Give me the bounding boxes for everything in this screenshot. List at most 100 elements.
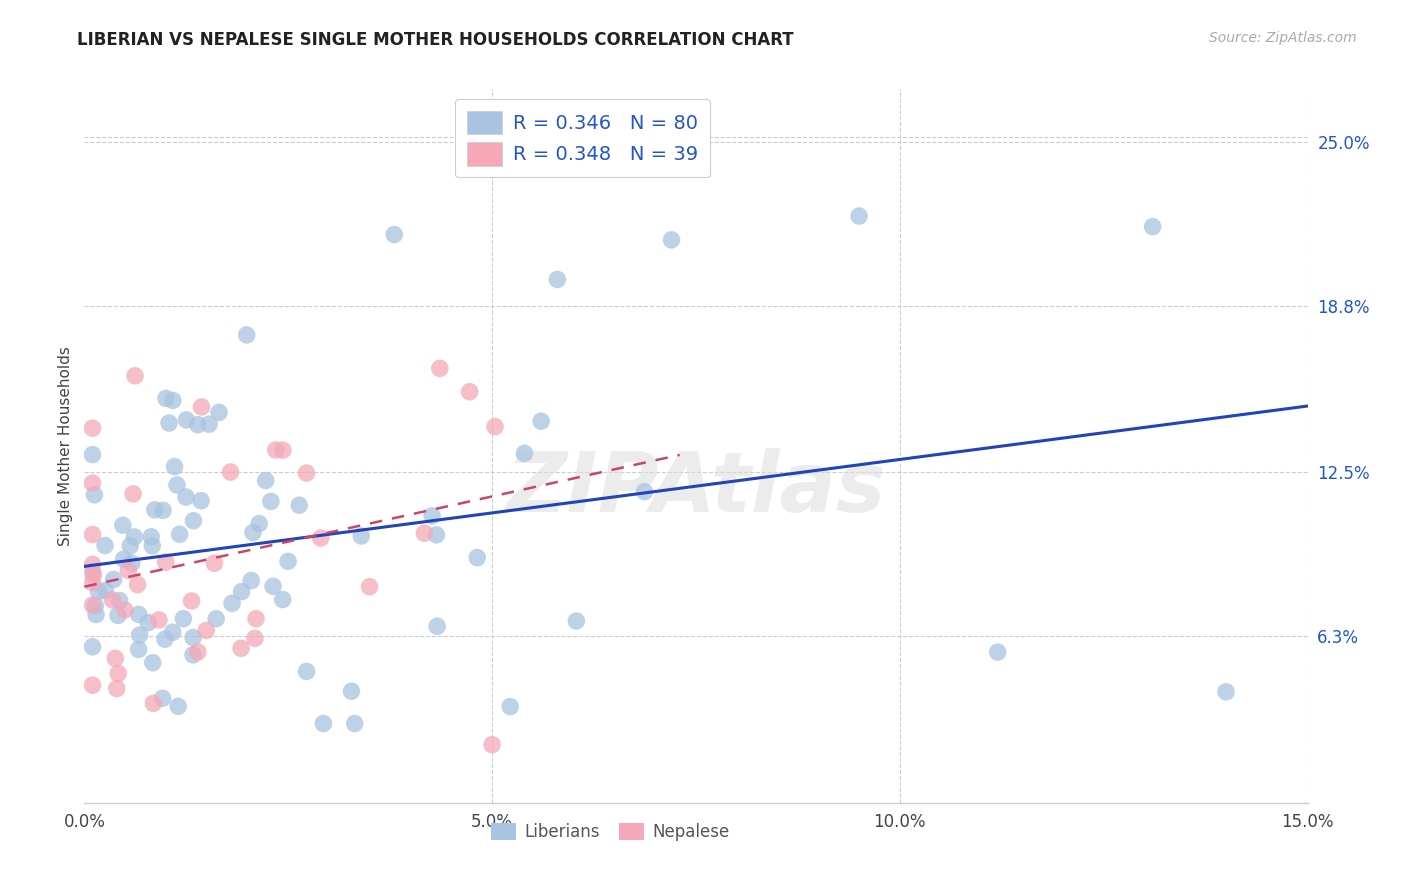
Point [153, 632, 176, 647]
Point [82, 575, 104, 590]
Point [181, 631, 204, 645]
Point [340, 684, 363, 698]
Point [260, 494, 283, 508]
Point [82, 568, 104, 582]
Point [465, 550, 488, 565]
Point [112, 552, 135, 566]
Point [425, 528, 447, 542]
Point [142, 696, 165, 710]
Point [155, 392, 177, 406]
Point [271, 443, 294, 458]
Point [82, 476, 104, 491]
Point [114, 603, 136, 617]
Point [231, 584, 253, 599]
Point [661, 233, 683, 247]
Point [120, 539, 142, 553]
Point [264, 442, 287, 457]
Point [198, 417, 221, 432]
Point [295, 466, 318, 480]
Text: ZIPAtlas: ZIPAtlas [506, 449, 886, 529]
Point [481, 738, 503, 752]
Point [167, 699, 190, 714]
Point [221, 596, 243, 610]
Point [162, 625, 184, 640]
Point [103, 573, 125, 587]
Point [101, 593, 124, 607]
Point [82, 640, 104, 654]
Point [309, 531, 332, 545]
Point [190, 400, 212, 414]
Point [235, 327, 257, 342]
Point [128, 628, 150, 642]
Point [94, 539, 117, 553]
Point [141, 530, 163, 544]
Point [195, 624, 218, 638]
Point [295, 665, 318, 679]
Point [181, 648, 204, 662]
Point [166, 478, 188, 492]
Point [111, 518, 134, 533]
Point [180, 594, 202, 608]
Point [82, 421, 104, 435]
Point [1142, 219, 1164, 234]
Legend: Liberians, Nepalese: Liberians, Nepalese [484, 816, 737, 848]
Point [82, 448, 104, 462]
Point [107, 666, 129, 681]
Point [187, 645, 209, 659]
Point [94, 583, 117, 598]
Point [155, 555, 177, 569]
Point [157, 416, 180, 430]
Point [190, 493, 212, 508]
Point [187, 417, 209, 432]
Point [152, 691, 174, 706]
Point [271, 592, 294, 607]
Point [262, 579, 284, 593]
Point [121, 556, 143, 570]
Point [343, 716, 366, 731]
Point [136, 615, 159, 630]
Point [172, 612, 194, 626]
Point [1215, 685, 1237, 699]
Text: LIBERIAN VS NEPALESE SINGLE MOTHER HOUSEHOLDS CORRELATION CHART: LIBERIAN VS NEPALESE SINGLE MOTHER HOUSE… [77, 31, 794, 49]
Point [229, 641, 252, 656]
Point [163, 459, 186, 474]
Point [142, 656, 165, 670]
Point [208, 405, 231, 419]
Point [359, 580, 381, 594]
Point [413, 526, 436, 541]
Point [107, 608, 129, 623]
Point [205, 612, 228, 626]
Point [82, 678, 104, 692]
Point [288, 498, 311, 512]
Point [84, 599, 107, 613]
Point [240, 574, 263, 588]
Point [242, 525, 264, 540]
Point [219, 465, 242, 479]
Point [546, 272, 568, 286]
Point [499, 699, 522, 714]
Point [382, 227, 405, 242]
Point [108, 593, 131, 607]
Point [82, 598, 104, 612]
Point [633, 484, 655, 499]
Point [128, 642, 150, 657]
Point [128, 607, 150, 622]
Point [420, 508, 443, 523]
Point [104, 651, 127, 665]
Point [176, 413, 198, 427]
Point [426, 619, 449, 633]
Point [82, 558, 104, 572]
Point [848, 209, 870, 223]
Point [169, 527, 191, 541]
Point [530, 414, 553, 428]
Point [174, 490, 197, 504]
Point [243, 632, 266, 646]
Point [202, 556, 225, 570]
Point [254, 474, 277, 488]
Point [277, 554, 299, 568]
Point [513, 446, 536, 460]
Point [84, 607, 107, 622]
Point [247, 516, 270, 531]
Point [565, 614, 588, 628]
Point [183, 514, 205, 528]
